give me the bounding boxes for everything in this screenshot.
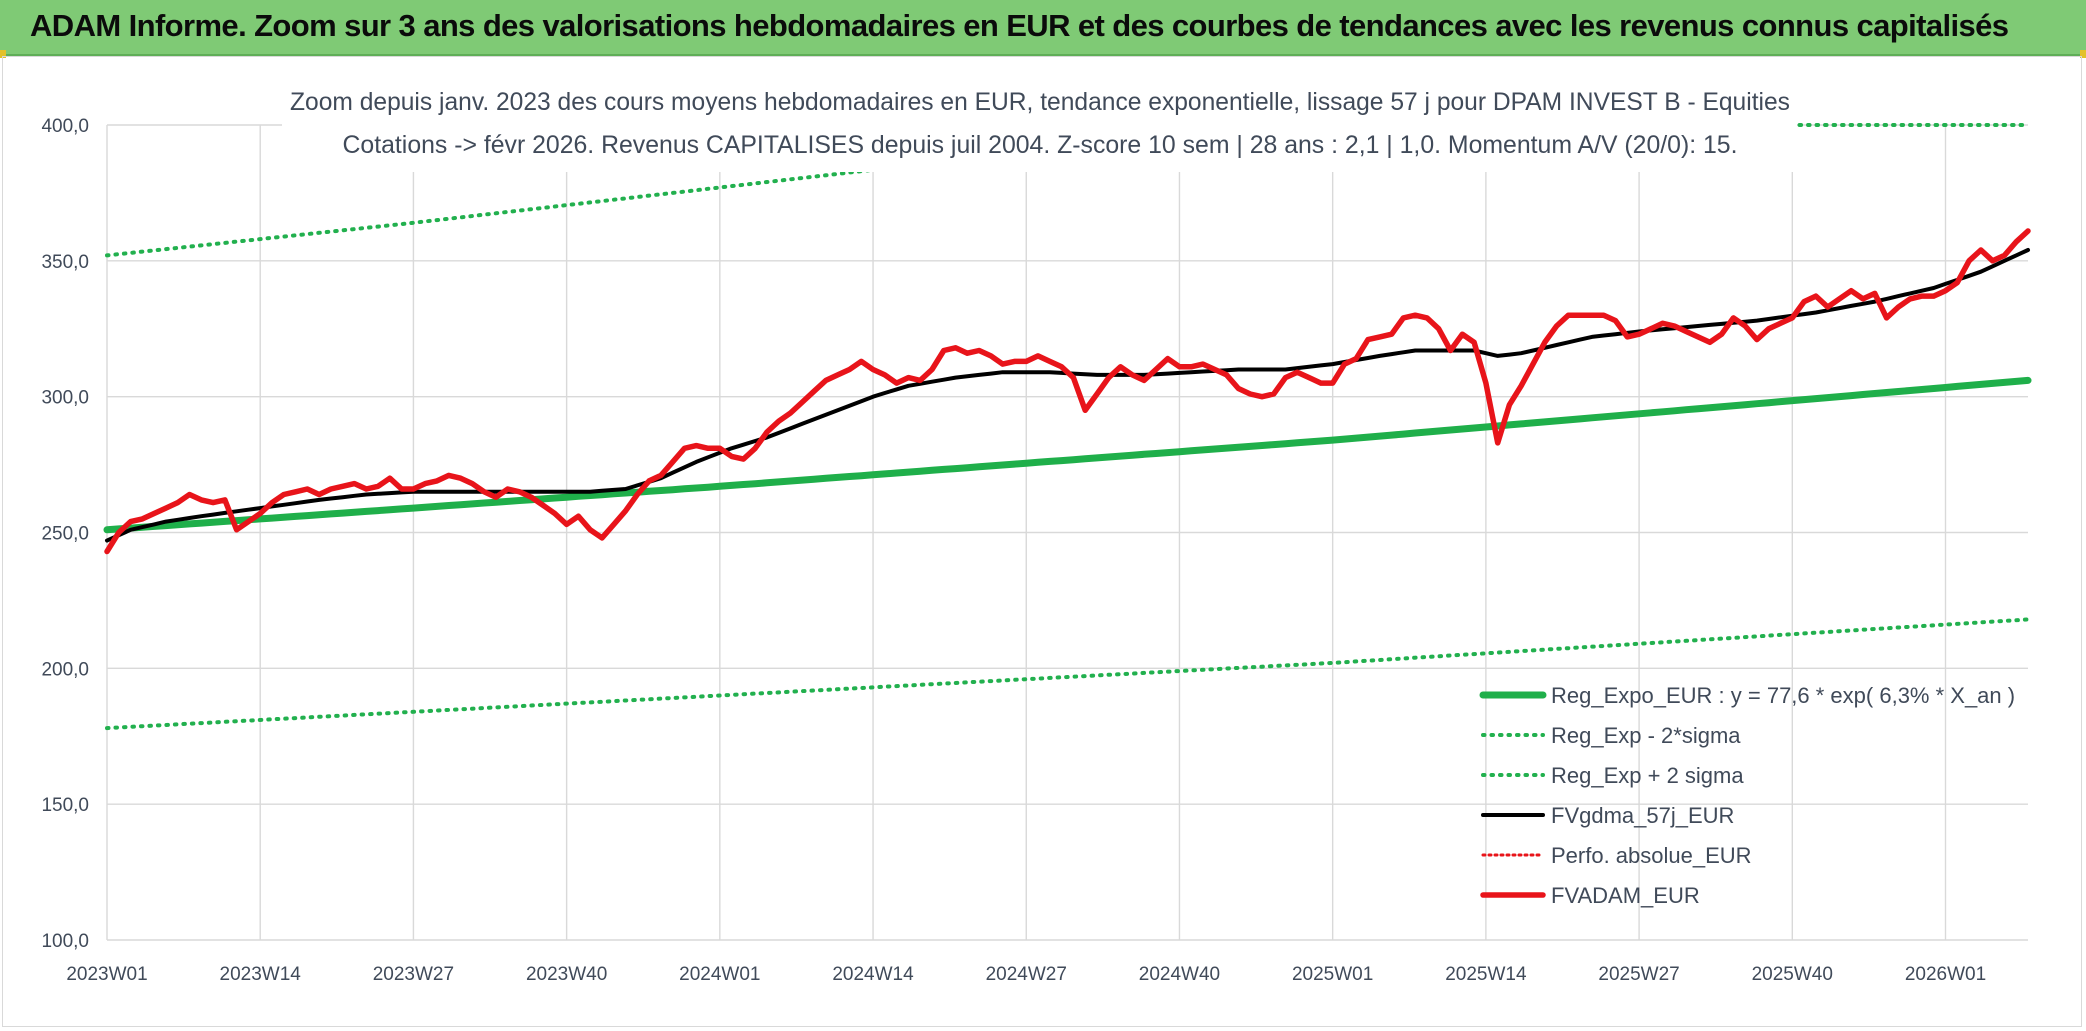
chart-title-line1: Zoom depuis janv. 2023 des cours moyens …: [290, 88, 1790, 116]
x-tick-label: 2025W14: [1445, 964, 1527, 985]
legend-label-perfo: Perfo. absolue_EUR: [1551, 843, 1752, 868]
series-line-ma: [105, 248, 2030, 543]
y-tick-label: 100,0: [41, 931, 89, 952]
y-tick-label: 350,0: [41, 252, 89, 273]
chart-frame: [2, 56, 2082, 1027]
y-tick-label: 400,0: [41, 116, 89, 137]
legend-label-upper: Reg_Exp + 2 sigma: [1551, 763, 1744, 788]
x-tick-label: 2025W27: [1598, 964, 1679, 985]
legend-label-ma: FVgdma_57j_EUR: [1551, 803, 1734, 828]
report-banner: ADAM Informe. Zoom sur 3 ans des valoris…: [0, 0, 2086, 56]
banner-edge-left: [0, 50, 6, 58]
x-tick-label: 2023W01: [66, 964, 147, 985]
x-tick-label: 2024W40: [1139, 964, 1220, 985]
chart-title-line2: Cotations -> févr 2026. Revenus CAPITALI…: [343, 131, 1738, 159]
legend-label-lower: Reg_Exp - 2*sigma: [1551, 723, 1741, 748]
legend-label-trend: Reg_Expo_EUR : y = 77,6 * exp( 6,3% * X_…: [1551, 683, 2015, 708]
y-tick-label: 150,0: [41, 795, 89, 816]
x-tick-label: 2025W01: [1292, 964, 1373, 985]
series-layer: [103, 123, 2032, 731]
report-title: ADAM Informe. Zoom sur 3 ans des valoris…: [30, 8, 2009, 43]
legend-label-price: FVADAM_EUR: [1551, 883, 1700, 908]
series-line-trend: [103, 376, 2032, 534]
y-axis: 100,0 150,0 200,0 250,0 300,0 350,0 400,0: [41, 116, 89, 952]
x-tick-label: 2023W27: [373, 964, 454, 985]
y-tick-label: 250,0: [41, 524, 89, 545]
x-tick-label: 2024W27: [986, 964, 1067, 985]
y-tick-label: 200,0: [41, 659, 89, 680]
x-axis: 2023W01 2023W14 2023W27 2023W40 2024W01 2024W…: [66, 964, 1986, 985]
x-tick-label: 2023W40: [526, 964, 607, 985]
x-tick-label: 2024W01: [679, 964, 760, 985]
x-tick-label: 2023W14: [220, 964, 302, 985]
legend: Reg_Expo_EUR : y = 77,6 * exp( 6,3% * X_…: [1479, 683, 2015, 908]
x-tick-label: 2025W40: [1752, 964, 1833, 985]
series-line-lower: [105, 617, 2030, 731]
x-tick-label: 2026W01: [1905, 964, 1986, 985]
series-line-price: [104, 228, 2031, 555]
y-tick-label: 300,0: [41, 388, 89, 409]
grid: [106, 124, 2028, 941]
chart-title-background: [282, 80, 1797, 172]
banner-edge-right: [2080, 50, 2086, 58]
x-tick-label: 2024W14: [832, 964, 914, 985]
